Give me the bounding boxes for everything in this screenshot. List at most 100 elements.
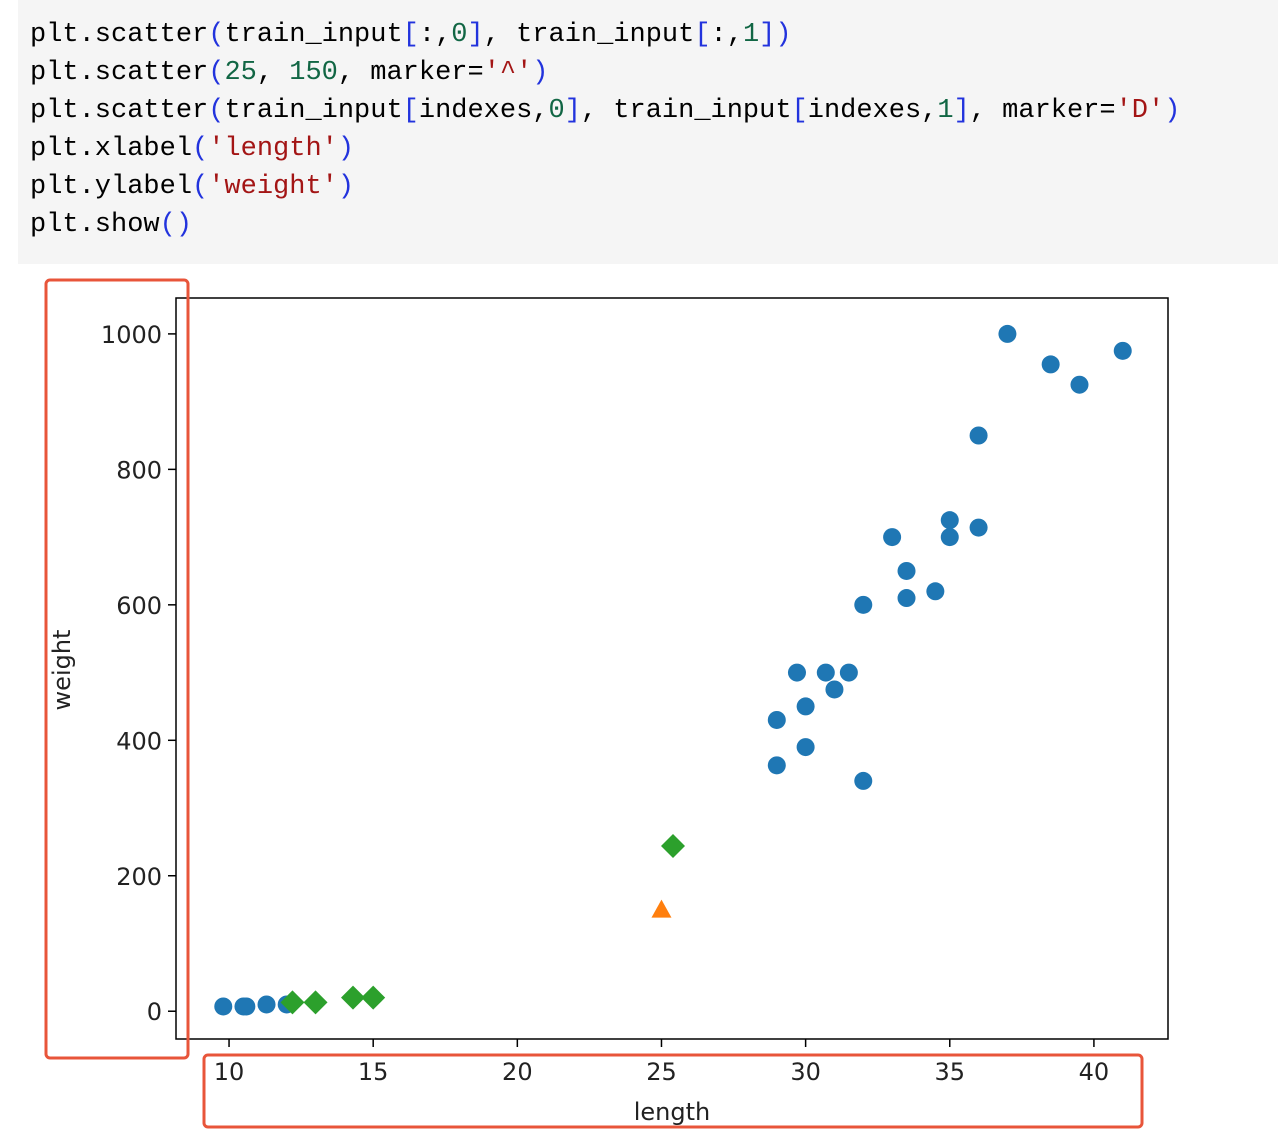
point: [237, 997, 256, 1016]
code-token: (): [159, 210, 193, 240]
code-token: [: [694, 20, 711, 50]
code-token: plt.ylabel: [30, 172, 193, 202]
code-token: plt.scatter: [30, 96, 209, 126]
y-tick-label: 600: [116, 592, 162, 620]
code-token: 'D': [1115, 96, 1165, 126]
point: [214, 997, 233, 1016]
point: [897, 589, 916, 608]
y-tick-label: 0: [147, 998, 162, 1026]
x-tick-label: 20: [502, 1058, 533, 1086]
point: [969, 518, 988, 537]
code-line: plt.scatter(train_input[indexes,0], trai…: [30, 92, 1180, 130]
point: [940, 528, 959, 547]
point: [883, 528, 902, 547]
code-token: ]: [467, 20, 484, 50]
point: [796, 697, 815, 716]
point: [940, 511, 959, 530]
code-token: ): [337, 172, 355, 202]
code-token: ): [532, 58, 549, 88]
x-tick-label: 30: [790, 1058, 821, 1086]
y-tick-label: 800: [116, 456, 162, 484]
point: [926, 582, 945, 601]
code-token: ): [1164, 96, 1181, 126]
x-tick-label: 35: [934, 1058, 965, 1086]
code-token: train_input: [224, 20, 403, 50]
code-token: [: [791, 96, 808, 126]
code-token: , train_input: [483, 20, 695, 50]
point: [1070, 375, 1089, 394]
code-token: plt.xlabel: [30, 134, 193, 164]
code-token: plt.scatter: [30, 58, 209, 88]
code-token: indexes,: [807, 96, 938, 126]
y-tick-label: 400: [116, 727, 162, 755]
code-token: indexes,: [418, 96, 549, 126]
y-axis-label: weight: [48, 630, 76, 711]
point: [998, 324, 1017, 343]
x-tick-label: 25: [646, 1058, 677, 1086]
code-token: :,: [710, 20, 743, 50]
y-tick-label: 1000: [101, 321, 162, 349]
code-token: 1: [937, 96, 954, 126]
point: [361, 985, 386, 1010]
code-token: (: [192, 172, 209, 202]
code-token: ,: [256, 58, 290, 88]
code-token: ]): [759, 20, 792, 50]
point: [1113, 341, 1132, 360]
point: [796, 738, 815, 757]
code-token: 25: [224, 58, 257, 88]
x-tick-label: 15: [358, 1058, 389, 1086]
point: [767, 756, 786, 775]
point: [303, 990, 328, 1015]
point: [854, 771, 873, 790]
code-token: 0: [548, 96, 565, 126]
point: [825, 680, 844, 699]
point: [787, 663, 806, 682]
x-tick-label: 10: [214, 1058, 245, 1086]
point: [280, 990, 305, 1015]
code-line: plt.scatter(25, 150, marker='^'): [30, 54, 549, 92]
code-line: plt.show(): [30, 206, 192, 244]
code-cell[interactable]: plt.scatter(train_input[:,0], train_inpu…: [18, 0, 1278, 264]
code-token: , marker=: [969, 96, 1116, 126]
code-token: plt.scatter: [30, 20, 209, 50]
code-token: ]: [564, 96, 581, 126]
code-token: (: [208, 20, 225, 50]
code-token: 1: [742, 20, 760, 50]
code-token: '^': [483, 58, 533, 88]
x-tick-label: 40: [1079, 1058, 1110, 1086]
point: [651, 899, 672, 918]
point: [839, 663, 858, 682]
point: [767, 710, 786, 729]
axes-frame: [175, 297, 1169, 1040]
code-token: 0: [451, 20, 468, 50]
code-line: plt.ylabel('weight'): [30, 168, 354, 206]
code-line: plt.scatter(train_input[:,0], train_inpu…: [30, 16, 792, 54]
point: [341, 985, 366, 1010]
code-token: 150: [289, 58, 338, 88]
point: [1041, 355, 1060, 374]
code-token: plt.show: [30, 210, 160, 240]
code-token: [: [402, 20, 419, 50]
code-token: train_input: [224, 96, 403, 126]
code-token: (: [208, 96, 225, 126]
code-token: , train_input: [580, 96, 792, 126]
code-line: plt.xlabel('length'): [30, 130, 354, 168]
x-axis-label: length: [634, 1098, 711, 1126]
point: [816, 663, 835, 682]
code-token: , marker=: [337, 58, 484, 88]
point: [257, 995, 276, 1014]
point: [897, 561, 916, 580]
point: [969, 426, 988, 445]
code-token: [: [402, 96, 419, 126]
y-tick-label: 200: [116, 863, 162, 891]
code-token: (: [208, 58, 225, 88]
code-token: ]: [953, 96, 970, 126]
code-token: (: [192, 134, 209, 164]
code-token: ): [337, 134, 355, 164]
code-token: 'weight': [208, 172, 338, 202]
code-token: 'length': [208, 134, 338, 164]
code-token: :,: [418, 20, 452, 50]
point: [661, 833, 686, 858]
